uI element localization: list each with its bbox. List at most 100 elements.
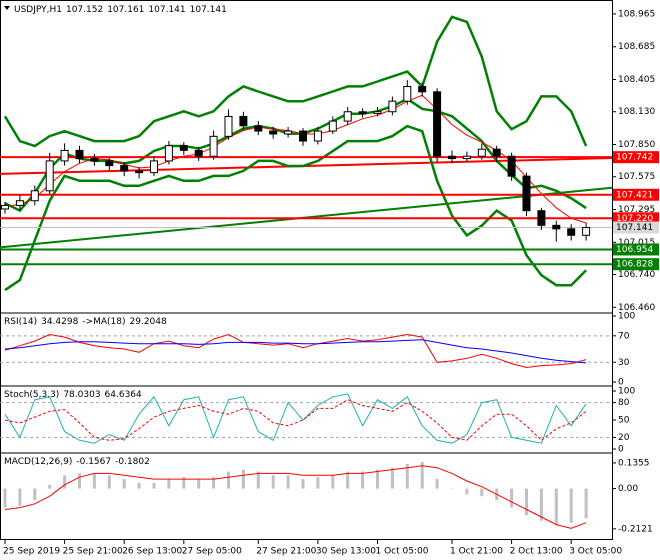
histogram-bar <box>167 479 171 489</box>
histogram-bar <box>33 488 37 500</box>
heading-part: 107.141 <box>148 5 185 15</box>
histogram-bar <box>212 477 216 489</box>
series-line <box>4 97 587 213</box>
candle-body <box>164 145 173 162</box>
level-label: 106.828 <box>616 260 653 270</box>
histogram-bar <box>182 477 186 489</box>
candle-body <box>343 111 352 122</box>
heading-part: RSI(14) <box>4 317 37 327</box>
histogram-bar <box>450 488 454 490</box>
heading-part: 107.152 <box>66 5 103 15</box>
candle-body <box>537 210 546 226</box>
panel-heading: Stoch(5,3,3) 78.0303 64.6364 <box>4 390 142 400</box>
panel-heading: RSI(14) 34.4298 ->MA(18) 29.2048 <box>4 317 167 327</box>
heading-part: ->MA(18) <box>82 317 125 327</box>
histogram-bar <box>420 462 424 489</box>
candle-body <box>313 130 322 142</box>
histogram-bar <box>63 475 67 489</box>
x-tick-label: 25 Sep 2019 <box>3 547 60 557</box>
menu-arrow <box>4 6 10 10</box>
y-tick-label: 106.740 <box>618 270 655 280</box>
candle-body <box>477 148 486 157</box>
level-tag <box>613 188 659 201</box>
level-tag <box>613 151 659 164</box>
y-tick-label: -0.2121 <box>618 524 653 534</box>
candle-body <box>135 170 144 174</box>
histogram-bar <box>241 469 245 489</box>
candle-body <box>30 190 39 202</box>
candle-body <box>1 204 9 210</box>
y-tick-label: 0.1355 <box>618 458 650 468</box>
y-tick-label: 80 <box>618 398 630 408</box>
histogram-bar <box>301 479 305 489</box>
current-price-tag <box>613 221 659 234</box>
level-label: 107.421 <box>616 190 653 200</box>
histogram-bar <box>405 463 409 489</box>
candle-body <box>194 149 203 157</box>
heading-part: 107.161 <box>107 5 144 15</box>
x-tick-label: 25 Sep 21:00 <box>63 547 123 557</box>
level-label: 107.742 <box>616 153 653 163</box>
y-tick-label: 106.460 <box>618 303 655 313</box>
histogram-bar <box>376 469 379 489</box>
y-tick-label: 107.575 <box>618 172 655 182</box>
candle-body <box>522 175 531 212</box>
candle-body <box>254 125 263 132</box>
x-tick-label: 27 Sep 05:00 <box>182 547 242 557</box>
histogram-bar <box>361 471 365 489</box>
y-tick-label: 0.00 <box>618 484 638 494</box>
y-tick-label: 108.685 <box>618 42 655 52</box>
histogram-bar <box>510 488 514 508</box>
candle-body <box>209 135 218 157</box>
series-line <box>4 465 587 529</box>
candle-body <box>284 130 293 135</box>
candle-body <box>418 86 427 93</box>
plot-frame <box>0 0 613 540</box>
candle-body <box>567 228 576 236</box>
histogram-bar <box>92 473 96 489</box>
x-tick-label: 3 Oct 05:00 <box>569 547 622 557</box>
candle-body <box>373 111 382 114</box>
histogram-bar <box>346 471 350 489</box>
candle-body <box>179 145 188 151</box>
y-tick-label: 108.130 <box>618 107 655 117</box>
y-tick-label: 107.850 <box>618 140 655 150</box>
candle-body <box>462 155 471 160</box>
histogram-bar <box>78 473 81 489</box>
histogram-bar <box>107 475 111 489</box>
candle-body <box>120 165 129 172</box>
y-tick-label: 100 <box>618 311 635 321</box>
heading-part: 64.6364 <box>105 390 142 400</box>
heading-part: 29.2048 <box>130 317 167 327</box>
x-tick-label: 1 Oct 05:00 <box>376 547 429 557</box>
histogram-bar <box>137 482 141 489</box>
candle-body <box>150 160 158 174</box>
candle-body <box>60 149 69 162</box>
candle-body <box>75 149 84 160</box>
y-tick-label: 108.405 <box>618 75 655 85</box>
y-tick-label: 0 <box>618 378 624 388</box>
candle-body <box>239 115 248 127</box>
histogram-bar <box>569 488 573 523</box>
histogram-bar <box>316 477 320 489</box>
histogram-bar <box>331 475 335 489</box>
heading-part: 107.141 <box>190 5 227 15</box>
candle-body <box>105 160 114 167</box>
y-tick-label: 30 <box>618 358 630 368</box>
histogram-bar <box>3 488 7 508</box>
histogram-bar <box>197 479 201 489</box>
y-tick-label: 50 <box>618 416 630 426</box>
candle-body <box>552 224 561 230</box>
level-tag <box>613 258 659 271</box>
y-tick-label: 107.295 <box>618 205 655 215</box>
candle-body <box>90 158 99 162</box>
heading-part: 78.0303 <box>63 390 100 400</box>
histogram-bar <box>525 488 528 516</box>
heading-part: Stoch(5,3,3) <box>4 390 59 400</box>
histogram-bar <box>539 488 543 521</box>
x-tick-label: 27 Sep 21:00 <box>256 547 316 557</box>
candle-body <box>224 115 233 137</box>
candle-body <box>507 155 516 177</box>
series-line <box>4 399 587 441</box>
histogram-bar <box>271 475 275 489</box>
